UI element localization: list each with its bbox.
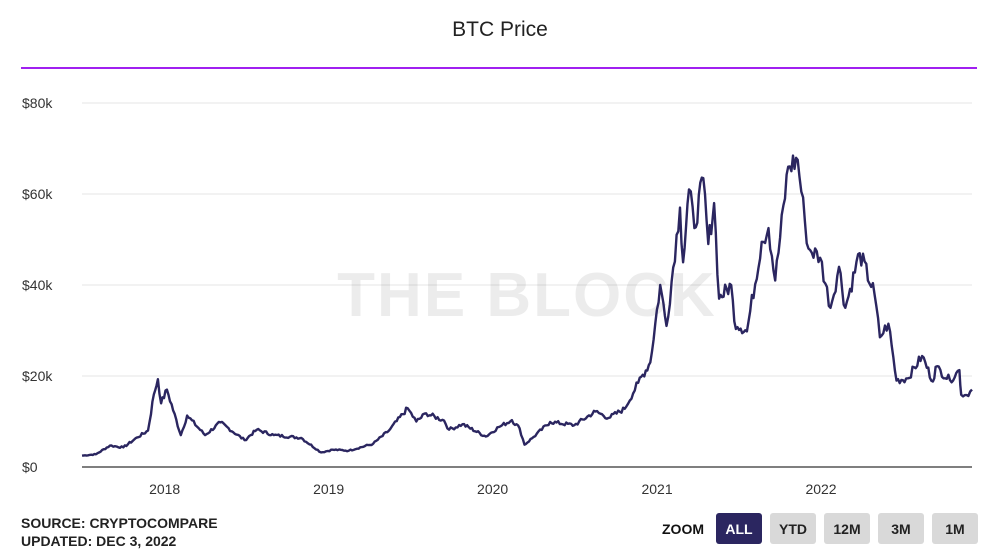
footer: SOURCE: CRYPTOCOMPARE UPDATED: DEC 3, 20… [21,514,218,550]
x-tick-label: 2022 [805,481,836,497]
zoom-all-button[interactable]: ALL [716,513,762,544]
chart-title: BTC Price [452,18,548,41]
series-line-btc-price [81,154,973,457]
watermark: THE BLOCK [337,261,717,330]
updated-note: UPDATED: DEC 3, 2022 [21,533,177,549]
x-tick-label: 2018 [149,481,180,497]
zoom-controls: ZOOM ALL YTD 12M 3M 1M [662,513,978,544]
y-axis: $0 $20k $40k $60k $80k [22,95,53,475]
source-note: SOURCE: CRYPTOCOMPARE [21,515,218,531]
x-tick-label: 2021 [641,481,672,497]
x-axis: 2018 2019 2020 2021 2022 [149,481,837,497]
grid-lines [82,102,972,377]
y-tick-label: $0 [22,459,38,475]
zoom-3m-button[interactable]: 3M [878,513,924,544]
zoom-label: ZOOM [662,520,704,537]
y-tick-label: $80k [22,95,53,111]
x-tick-label: 2020 [477,481,508,497]
y-tick-label: $40k [22,277,53,293]
zoom-12m-button[interactable]: 12M [824,513,870,544]
y-tick-label: $60k [22,186,53,202]
zoom-1m-button[interactable]: 1M [932,513,978,544]
y-tick-label: $20k [22,368,53,384]
title-divider [21,67,977,69]
x-tick-label: 2019 [313,481,344,497]
zoom-ytd-button[interactable]: YTD [770,513,816,544]
btc-price-chart[interactable]: THE BLOCK $0 $20k $40k $60k $80k 2018 2019 202… [0,80,1000,500]
